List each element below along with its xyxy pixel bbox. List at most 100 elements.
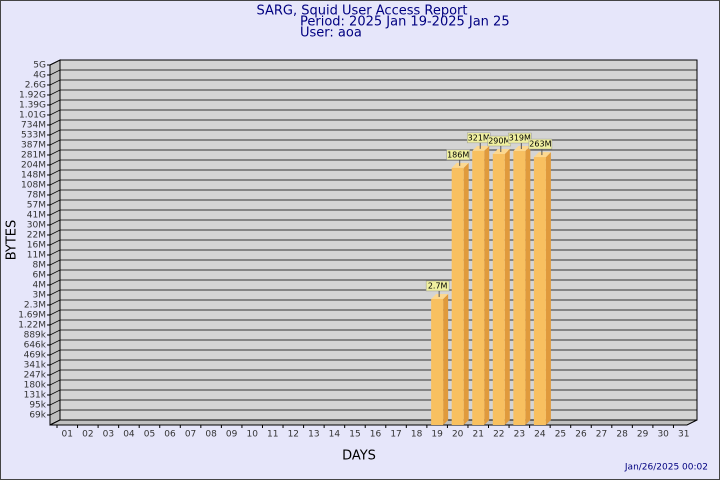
grid-line	[49, 119, 697, 126]
y-tick-label: 95k	[29, 401, 46, 411]
bar-side	[443, 293, 449, 425]
x-tick-label: 10	[246, 430, 258, 440]
x-tick-label: 08	[205, 430, 217, 440]
x-tick-label: 25	[555, 430, 566, 440]
bar-side	[484, 145, 490, 425]
y-tick-label: 16M	[27, 241, 46, 251]
value-label: 319M	[509, 134, 531, 143]
x-tick-label: 13	[308, 430, 319, 440]
y-tick-label: 1.92G	[19, 91, 46, 101]
x-tick-label: 16	[370, 430, 382, 440]
y-tick-label: 131k	[24, 391, 47, 401]
value-label-box	[425, 280, 450, 292]
bar-side	[545, 152, 551, 425]
y-tick-label: 2.3M	[24, 301, 46, 311]
chart-subtitle: Period: 2025 Jan 19-2025 Jan 25	[300, 15, 510, 30]
grid-line	[49, 69, 697, 76]
y-tick-label: 6M	[33, 271, 47, 281]
y-tick-label: 734M	[21, 121, 46, 131]
grid-line	[49, 79, 697, 86]
value-label-box	[528, 138, 553, 150]
y-tick-label: 387M	[21, 141, 46, 151]
grid-line	[49, 99, 697, 106]
y-tick-label: 1.22M	[18, 321, 46, 331]
y-tick-label: 5G	[33, 61, 46, 71]
x-tick-label: 17	[390, 430, 401, 440]
x-tick-label: 27	[596, 430, 607, 440]
y-tick-label: 247k	[24, 371, 47, 381]
y-tick-label: 148M	[21, 171, 46, 181]
x-tick-label: 02	[82, 430, 93, 440]
x-tick-label: 19	[431, 430, 443, 440]
x-tick-label: 05	[144, 430, 155, 440]
value-label-box	[446, 149, 470, 161]
x-tick-label: 30	[657, 430, 669, 440]
bar	[431, 298, 444, 425]
chart-title: SARG, Squid User Access Report	[257, 4, 468, 19]
y-tick-label: 78M	[27, 191, 46, 201]
x-axis-label: DAYS	[342, 449, 376, 464]
y-tick-label: 22M	[27, 231, 46, 241]
x-tick-label: 04	[123, 430, 135, 440]
y-tick-label: 57M	[27, 201, 46, 211]
x-tick-label: 28	[616, 430, 628, 440]
y-tick-label: 11M	[27, 251, 46, 261]
x-tick-label: 20	[452, 430, 464, 440]
y-tick-label: 889k	[24, 331, 47, 341]
y-tick-label: 204M	[21, 161, 46, 171]
floor	[49, 419, 698, 426]
y-tick-label: 41M	[27, 211, 46, 221]
grid-line	[49, 129, 697, 136]
y-tick-label: 1.39G	[19, 101, 46, 111]
x-tick-label: 03	[103, 430, 114, 440]
x-tick-label: 06	[164, 430, 176, 440]
value-label: 290M	[488, 137, 510, 146]
y-tick-label: 281M	[21, 151, 46, 161]
grid-line	[49, 109, 697, 116]
footer: Jan/26/2025 00:02	[624, 463, 708, 473]
grid-line	[49, 89, 697, 96]
bar	[492, 154, 505, 425]
x-tick-label: 29	[637, 430, 649, 440]
bar	[513, 151, 526, 425]
value-label: 263M	[529, 140, 551, 149]
y-tick-label: 180k	[24, 381, 47, 391]
x-tick-label: 01	[62, 430, 73, 440]
y-tick-label: 30M	[27, 221, 46, 231]
user-label: User: aoa	[300, 26, 362, 41]
bar-side	[504, 149, 510, 425]
x-tick-label: 26	[575, 430, 587, 440]
x-tick-label: 07	[185, 430, 196, 440]
x-tick-label: 15	[349, 430, 360, 440]
y-tick-label: 1.69M	[18, 311, 46, 321]
y-tick-label: 533M	[21, 131, 46, 141]
y-tick-label: 2.6G	[25, 81, 46, 91]
y-tick-label: 108M	[21, 181, 46, 191]
y-tick-label: 8M	[33, 261, 47, 271]
value-label: 321M	[468, 133, 490, 142]
x-tick-label: 24	[534, 430, 546, 440]
bar-side	[525, 146, 531, 425]
y-axis-label: BYTES	[5, 220, 20, 261]
y-tick-label: 69k	[29, 411, 46, 421]
y-tick-label: 646k	[24, 341, 47, 351]
bar	[451, 167, 464, 426]
y-tick-label: 4M	[33, 281, 47, 291]
x-tick-label: 09	[226, 430, 238, 440]
y-tick-label: 469k	[24, 351, 47, 361]
bar	[533, 157, 546, 425]
value-label: 2.7M	[428, 281, 448, 290]
x-tick-label: 22	[493, 430, 504, 440]
x-tick-label: 18	[411, 430, 423, 440]
x-tick-label: 11	[267, 430, 278, 440]
x-tick-label: 31	[678, 430, 689, 440]
y-tick-label: 341k	[24, 361, 47, 371]
grid-line	[49, 59, 697, 66]
x-tick-label: 12	[288, 430, 299, 440]
y-tick-label: 3M	[33, 291, 47, 301]
bar	[472, 150, 485, 425]
x-tick-label: 14	[329, 430, 341, 440]
value-label: 186M	[447, 150, 469, 159]
x-tick-label: 21	[473, 430, 484, 440]
